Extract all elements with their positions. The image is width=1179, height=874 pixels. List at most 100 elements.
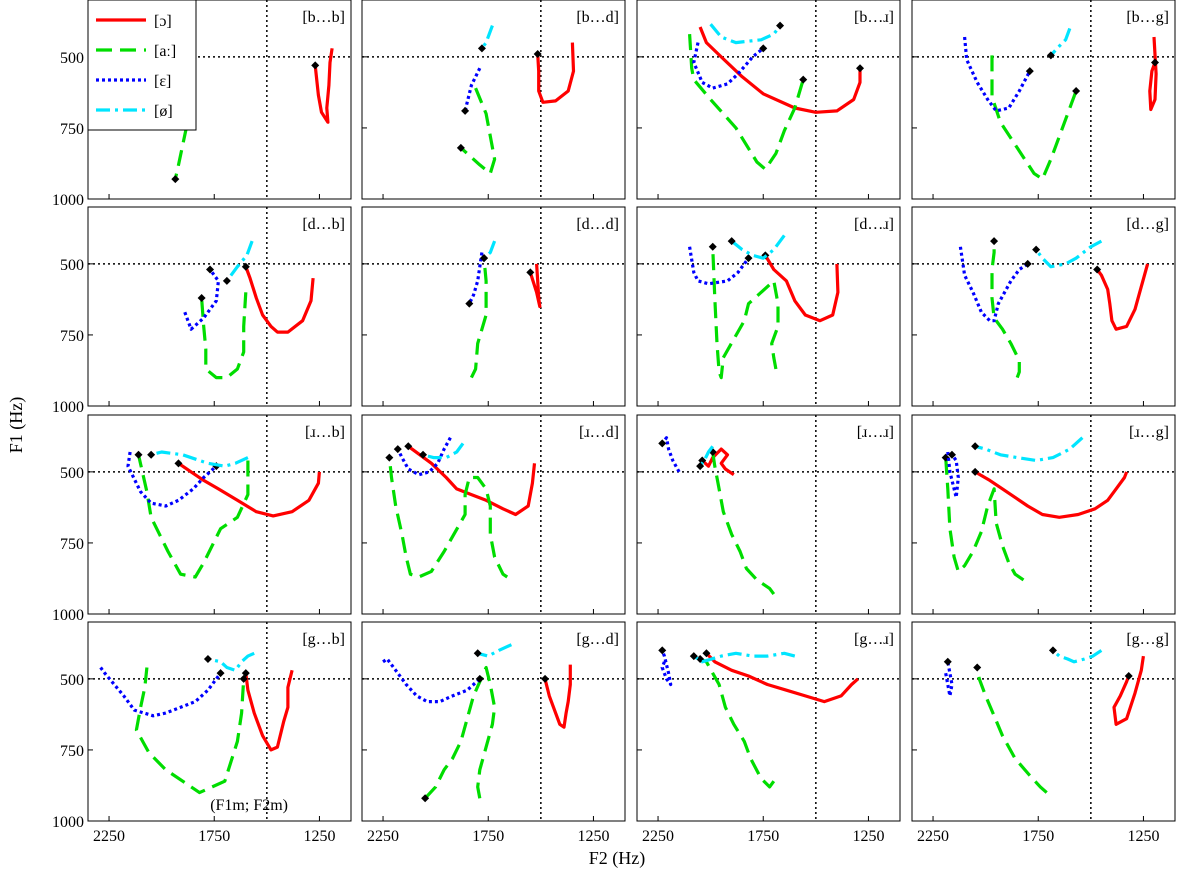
start-marker: [533, 50, 542, 59]
start-marker: [404, 442, 413, 451]
x-tick-label: 2250: [93, 828, 125, 845]
series-line-4: [730, 234, 786, 260]
series-line-1: [244, 266, 315, 334]
series-line-2: [423, 665, 497, 800]
start-marker: [393, 445, 402, 454]
series-line-3: [688, 246, 750, 286]
y-tick-label: 500: [60, 672, 84, 689]
start-marker: [971, 442, 980, 451]
start-marker: [421, 794, 430, 803]
x-tick-label: 1750: [1022, 828, 1054, 845]
legend-box: [87, 0, 197, 131]
panel-label: [d…g]: [1126, 216, 1169, 233]
panel-label: [d…ɹ]: [854, 216, 894, 233]
start-marker: [1048, 646, 1057, 655]
series-line-4: [477, 643, 513, 658]
start-marker: [1124, 672, 1133, 681]
panel-frame: [87, 414, 352, 615]
panel-2: [b…d]: [361, 0, 626, 200]
series-line-2: [459, 87, 497, 175]
x-tick-label: 1750: [472, 828, 504, 845]
start-marker: [1151, 58, 1160, 67]
start-marker: [456, 143, 465, 152]
series-line-3: [396, 436, 452, 477]
start-marker: [727, 237, 736, 246]
start-marker: [696, 462, 705, 471]
series-line-2: [387, 457, 509, 579]
start-marker: [702, 649, 711, 658]
series-line-3: [382, 657, 481, 704]
x-tick-label: 1750: [198, 828, 230, 845]
y-tick-label: 1000: [52, 399, 84, 416]
panel-frame: [361, 414, 626, 615]
series-line-1: [536, 42, 576, 104]
series-line-3: [99, 666, 222, 718]
series-line-3: [463, 67, 482, 112]
panel-8: [d…g]: [911, 206, 1176, 407]
series-line-1: [407, 445, 537, 517]
start-marker: [171, 175, 180, 184]
series-line-1: [1112, 655, 1145, 726]
panel-frame: [87, 621, 352, 822]
series-line-2: [990, 55, 1078, 181]
panel-6: [d…d]: [361, 206, 626, 407]
start-marker: [1025, 67, 1034, 76]
start-marker: [658, 646, 667, 655]
panel-label: [g…g]: [1126, 631, 1169, 648]
x-tick-label: 1250: [1127, 828, 1159, 845]
series-line-1: [313, 48, 334, 124]
series-line-1: [705, 652, 859, 704]
panel-frame: [911, 0, 1176, 200]
y-tick-label: 500: [60, 257, 84, 274]
series-line-3: [467, 252, 484, 305]
start-marker: [461, 106, 470, 115]
panel-5: [d…b] 500 750 1000: [52, 206, 352, 416]
start-marker: [526, 268, 535, 277]
panel-frame: [636, 0, 901, 200]
x-tick-label: 1250: [852, 828, 884, 845]
panel-16: [g…g] 2250 1750 1250: [911, 621, 1176, 845]
series-line-3: [944, 661, 954, 698]
panel-label: [ɹ…g]: [1129, 424, 1169, 441]
series-line-4: [709, 23, 782, 45]
panels-layer: [b…b] 500 750 1000 [b…d] [b…ɹ] [b…g] [d…b] 500 75…: [52, 0, 1176, 845]
start-marker: [658, 439, 667, 448]
start-marker: [1093, 265, 1102, 274]
series-line-3: [126, 451, 218, 508]
series-line-2: [134, 667, 246, 795]
x-tick-label: 1250: [303, 828, 335, 845]
series-line-3: [946, 451, 960, 499]
panel-frame: [911, 206, 1176, 407]
start-marker: [947, 450, 956, 459]
panel-15: [g…ɹ] 2250 1750 1250: [636, 621, 901, 845]
x-tick-label: 1750: [747, 828, 779, 845]
panel-frame: [87, 206, 352, 407]
y-tick-label: 750: [60, 743, 84, 760]
series-line-4: [974, 436, 1084, 463]
start-marker: [206, 265, 215, 274]
series-line-2: [173, 79, 195, 180]
panel-frame: [911, 414, 1176, 615]
series-line-1: [177, 461, 321, 518]
y-tick-label: 500: [60, 465, 84, 482]
series-line-2: [711, 246, 780, 380]
series-line-3: [692, 42, 765, 90]
panel-label: [b…b]: [302, 9, 345, 26]
legend-label-1: [ɔ]: [154, 13, 172, 30]
panel-frame: [361, 0, 626, 200]
start-marker: [1046, 51, 1055, 60]
panel-10: [ɹ…d]: [361, 414, 626, 615]
start-marker: [973, 663, 982, 672]
start-marker: [744, 254, 753, 263]
panel-label: [g…d]: [576, 631, 619, 648]
series-line-1: [244, 669, 294, 752]
start-marker: [134, 450, 143, 459]
panel-label: [g…b]: [302, 631, 345, 648]
series-line-1: [974, 470, 1129, 519]
panel-frame: [911, 621, 1176, 822]
panel-label: [b…d]: [576, 9, 619, 26]
start-marker: [385, 453, 394, 462]
y-tick-label: 750: [60, 328, 84, 345]
series-line-4: [692, 651, 796, 664]
series-line-4: [207, 651, 255, 672]
